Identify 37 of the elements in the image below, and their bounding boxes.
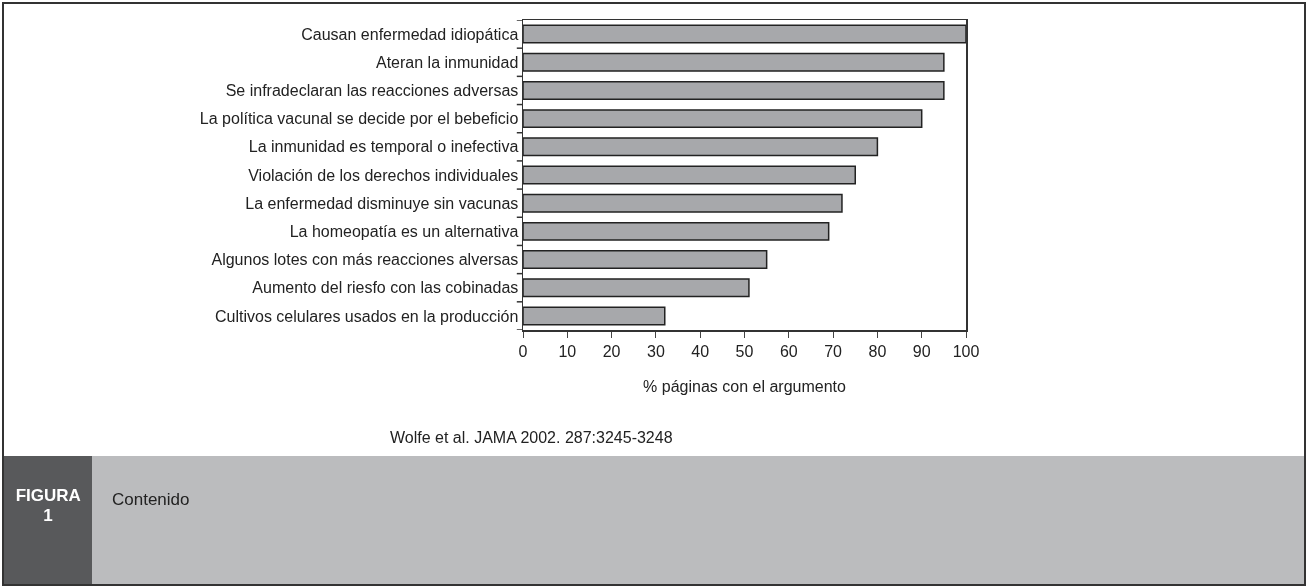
x-tick-label: 10	[558, 342, 577, 360]
x-tick-label: 50	[735, 342, 754, 360]
bar	[523, 306, 666, 326]
bar	[523, 221, 830, 241]
text: FIGURA 1	[15, 486, 81, 526]
x-tick-label: 80	[868, 342, 887, 360]
bar	[523, 250, 768, 270]
bar	[523, 165, 856, 185]
y-tick-label: Aumento del riesfo con las cobinadas	[252, 279, 519, 297]
x-tick-label: 20	[602, 342, 621, 360]
bar	[523, 52, 945, 72]
y-tick-label: Causan enfermedad idiopática	[301, 25, 519, 43]
x-tick-label: 100	[952, 342, 980, 360]
x-tick-label: 90	[912, 342, 931, 360]
x-tick-label: 40	[691, 342, 710, 360]
text: Wolfe et al. JAMA 2002. 287:3245-3248	[390, 429, 673, 446]
bar	[523, 278, 750, 298]
x-tick-label: 70	[824, 342, 843, 360]
x-axis-title: % páginas con el argumento	[643, 378, 846, 396]
y-tick-label: Se infradeclaran las reacciones adversas	[225, 82, 519, 100]
bar	[523, 24, 966, 44]
y-tick-label: Ateran la inmunidad	[375, 53, 519, 71]
y-tick-label: Algunos lotes con más reacciones alversas	[211, 251, 519, 269]
y-tick-label: La enfermedad disminuye sin vacunas	[245, 194, 519, 212]
x-tick-label: 30	[647, 342, 665, 360]
x-tick-label: 0	[518, 342, 528, 360]
y-tick-label: La homeopatía es un alternativa	[289, 222, 519, 240]
y-tick-label: La inmunidad es temporal o inefectiva	[248, 138, 519, 156]
text: Contenido	[112, 490, 190, 510]
bar	[523, 80, 945, 100]
bar	[523, 193, 843, 213]
x-tick-label: 60	[779, 342, 798, 360]
bar	[523, 137, 879, 157]
y-tick-label: Violación de los derechos individuales	[248, 166, 519, 184]
y-tick-label: Cultivos celulares usados en la producción	[215, 307, 519, 325]
bar	[523, 109, 923, 129]
y-tick-label: La política vacunal se decide por el bebeficio	[199, 110, 519, 128]
